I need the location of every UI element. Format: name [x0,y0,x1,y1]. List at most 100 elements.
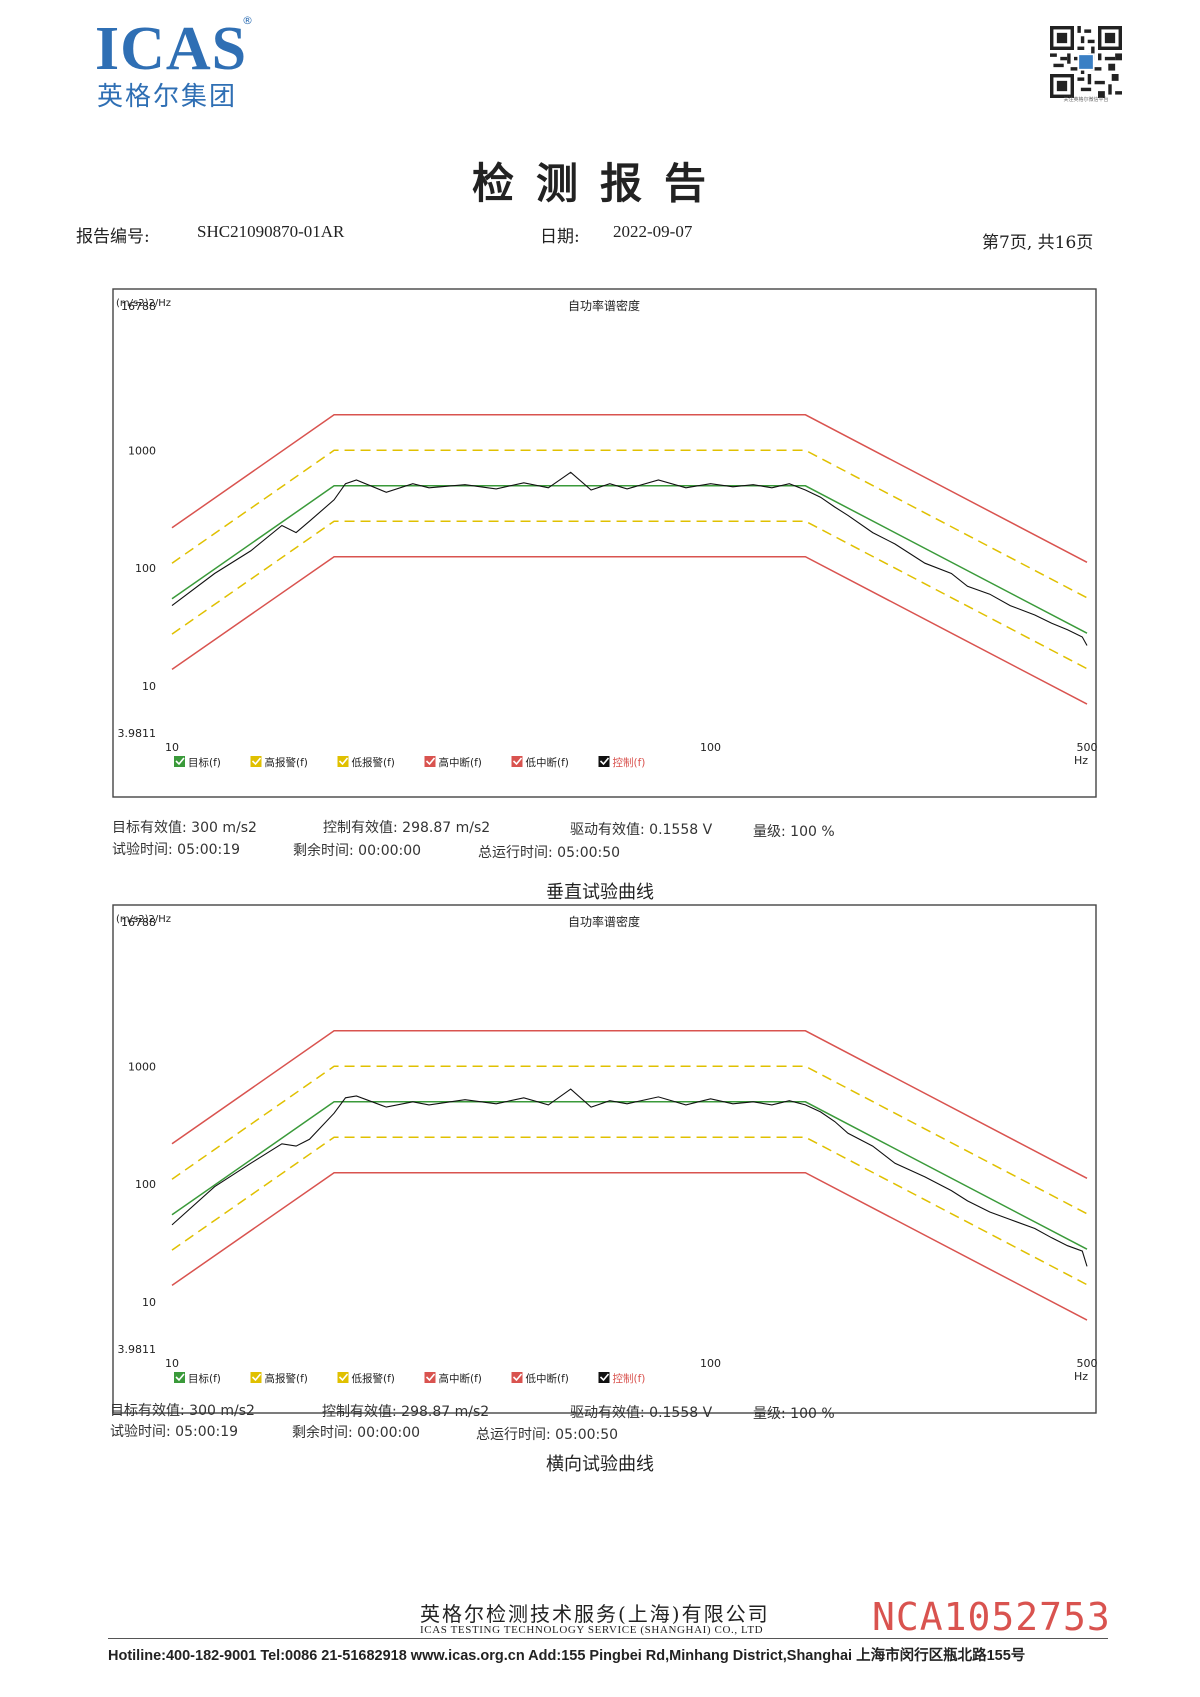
test-time: 试验时间: 05:00:19 [110,1424,239,1440]
legend-item: 低中断(f) [526,756,569,769]
series-line [171,485,1088,634]
legend-item: 高中断(f) [439,756,482,769]
y-tick-label: 10 [142,680,156,693]
chart-title: 自功率谱密度 [568,298,640,313]
series-line [171,1030,1088,1179]
check-icon [599,1373,610,1382]
legend-item: 高报警(f) [265,1372,308,1385]
chart-legend: 目标(f) 高报警(f) 低报警(f) 高中断(f) 低中断(f) 控制(f) [174,1372,645,1385]
legend-checkbox-icon [598,756,610,767]
legend-item: 控制(f) [613,756,646,769]
legend-item: 高中断(f) [439,1372,482,1385]
legend-item: 目标(f) [188,757,221,769]
chart-frame [112,904,1097,1414]
legend-item: 目标(f) [188,1373,221,1385]
legend-checkbox-icon [424,756,436,767]
legend-checkbox-icon [337,756,349,767]
series-line [171,1088,1088,1267]
legend-checkbox-icon [598,1372,610,1383]
test-time: 试验时间: 05:00:19 [112,842,241,858]
legend-item: 高报警(f) [265,756,308,769]
registered-mark: ® [242,14,253,27]
target-rms: 目标有效值: 300 m/s2 [110,1403,255,1419]
x-tick-label: 100 [700,1357,721,1370]
level: 量级: 100 % [753,824,835,840]
legend-checkbox-icon [174,1372,185,1383]
check-icon [512,1373,523,1382]
chart-caption-vertical: 垂直试验曲线 [546,882,654,903]
x-tick-label: 10 [165,1357,179,1370]
chart-legend: 目标(f) 高报警(f) 低报警(f) 高中断(f) 低中断(f) 控制(f) [174,756,645,769]
total-run-time: 总运行时间: 05:00:50 [478,845,621,861]
y-axis-label: (m/s2)2/Hz [116,914,171,925]
series-line [171,555,1088,705]
check-icon [512,757,523,766]
check-icon [425,1373,436,1382]
series-line [171,449,1088,599]
total-run-time: 总运行时间: 05:00:50 [476,1427,619,1443]
contact-info: Hotiline:400-182-9001 Tel:0086 21-516829… [108,1648,1026,1664]
x-tick-label: 10 [165,741,179,754]
series-line [171,1101,1088,1250]
legend-checkbox-icon [511,756,523,767]
check-icon [338,757,349,766]
check-icon [599,757,610,766]
check-icon [425,757,436,766]
legend-checkbox-icon [424,1372,436,1383]
legend-item: 低报警(f) [352,756,395,769]
report-number: SHC21090870-01AR [197,222,345,241]
drive-rms: 驱动有效值: 0.1558 V [570,1405,713,1421]
control-rms: 控制有效值: 298.87 m/s2 [322,1404,490,1420]
check-icon [175,1373,185,1382]
y-tick-label: 16788 [121,300,156,313]
y-tick-label: 3.9811 [118,727,157,740]
x-axis-label: Hz [1074,1370,1088,1383]
x-axis-label: Hz [1074,754,1088,767]
legend-item: 低中断(f) [526,1372,569,1385]
chart-frame [112,288,1097,798]
serial-number: NCA1052753 [872,1595,1111,1639]
qr-code-icon [1050,26,1122,98]
x-tick-label: 500 [1077,741,1098,754]
check-icon [251,1373,262,1382]
company-name-en: ICAS TESTING TECHNOLOGY SERVICE (SHANGHA… [420,1624,764,1636]
legend-checkbox-icon [250,1372,262,1383]
page-number: 第7页, 共16页 [982,233,1094,253]
legend-item: 低报警(f) [352,1372,395,1385]
check-icon [251,757,262,766]
legend-checkbox-icon [174,756,185,767]
page-title: 检测报告 [471,159,728,208]
check-icon [175,757,185,766]
y-axis-label: (m/s2)2/Hz [116,298,171,309]
drive-rms: 驱动有效值: 0.1558 V [570,822,713,838]
remaining-time: 剩余时间: 00:00:00 [292,1425,421,1441]
y-tick-label: 3.9811 [118,1343,157,1356]
y-tick-label: 1000 [128,444,156,457]
qr-caption: 关注英格尔微信平台 [1063,97,1109,103]
series-line [171,414,1088,563]
y-tick-label: 100 [135,1178,156,1191]
target-rms: 目标有效值: 300 m/s2 [112,820,257,836]
y-tick-label: 16788 [121,916,156,929]
x-tick-label: 500 [1077,1357,1098,1370]
series-line [171,471,1088,646]
date-label: 日期: [540,227,580,247]
chart-title: 自功率谱密度 [568,914,640,929]
level: 量级: 100 % [753,1406,835,1422]
legend-checkbox-icon [337,1372,349,1383]
report-date: 2022-09-07 [613,222,693,241]
series-line [171,1136,1088,1286]
y-tick-label: 100 [135,562,156,575]
y-tick-label: 10 [142,1296,156,1309]
company-name-cn: 英格尔检测技术服务(上海)有限公司 [420,1602,770,1626]
report-number-label: 报告编号: [76,227,150,247]
series-line [171,1171,1088,1321]
remaining-time: 剩余时间: 00:00:00 [293,843,422,859]
chart-caption-horizontal: 横向试验曲线 [546,1454,654,1475]
y-tick-label: 1000 [128,1060,156,1073]
check-icon [338,1373,349,1382]
legend-checkbox-icon [250,756,262,767]
company-logo: ICAS [95,15,248,83]
